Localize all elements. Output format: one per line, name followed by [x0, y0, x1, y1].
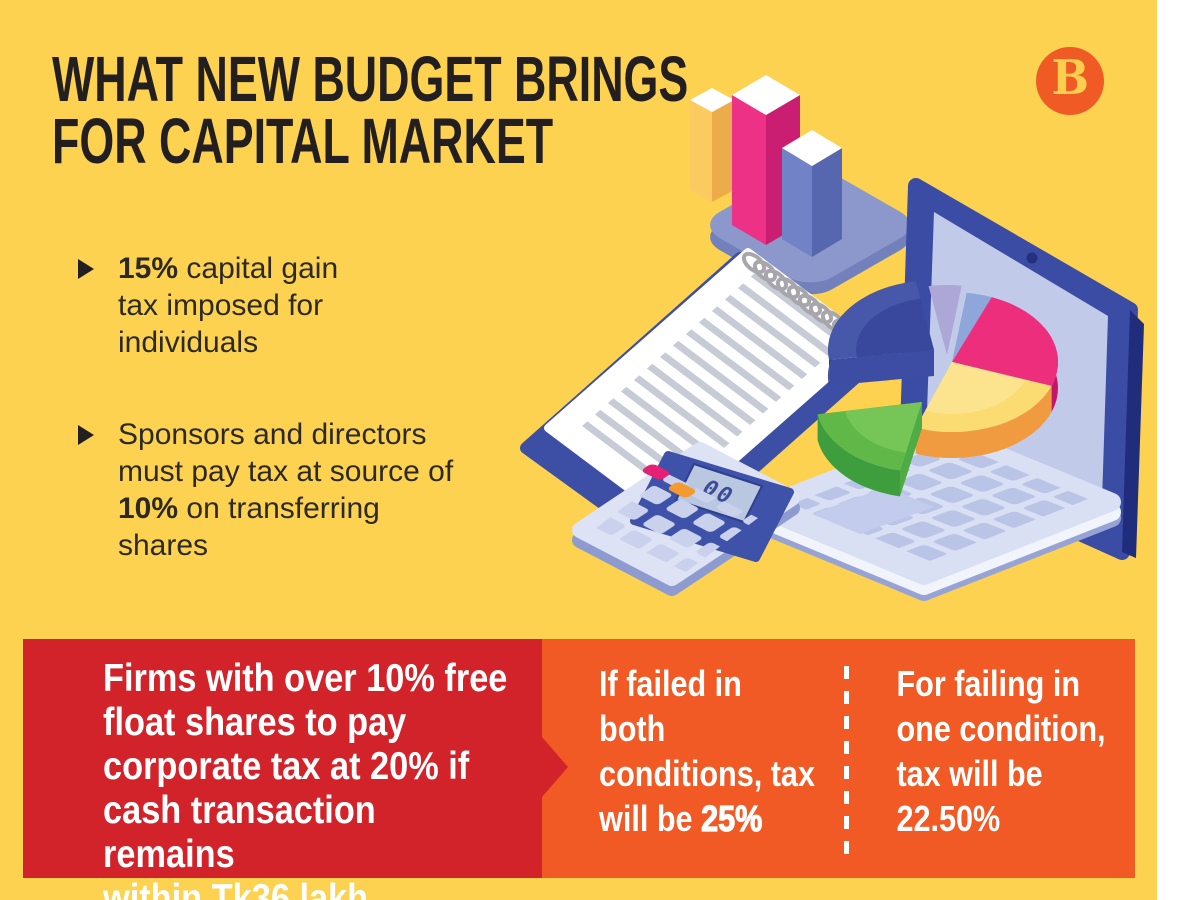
- bullet-line: individuals: [118, 326, 259, 359]
- bullet-sponsors-directors-tax: Sponsors and directors must pay tax at s…: [78, 416, 453, 564]
- bullet-arrow-icon: [78, 425, 94, 445]
- tbs-logo: B: [1036, 47, 1104, 115]
- bullet-line: 15% capital gain: [118, 252, 339, 285]
- tbs-monogram: B: [1051, 50, 1089, 106]
- bullet-line: Sponsors and directors: [118, 418, 427, 451]
- bullet-capital-gain-tax: 15% capital gain tax imposed for individ…: [78, 250, 338, 361]
- red-box-line: corporate tax at 20% if: [103, 745, 470, 788]
- red-box-line: Firms with over 10% free: [103, 657, 508, 700]
- red-box-line: float shares to pay: [103, 701, 407, 744]
- bullet-line: 10% on transferring: [118, 492, 380, 525]
- page-title: WHAT NEW BUDGET BRINGS FOR CAPITAL MARKE…: [52, 43, 961, 177]
- red-corporate-tax-box: Firms with over 10% free float shares to…: [23, 639, 542, 900]
- orange-conditions-box: [542, 639, 1135, 878]
- tax-rate-25: 25%: [701, 797, 763, 839]
- red-box-line: within Tk36 lakh: [103, 877, 369, 900]
- tax-rate-2250: 22.50%: [896, 798, 1001, 839]
- title-line-2: FOR CAPITAL MARKET: [52, 105, 554, 177]
- red-arrow-pointer: [542, 737, 568, 797]
- bullet-line: must pay tax at source of: [118, 455, 454, 488]
- bullet-arrow-icon: [78, 259, 94, 279]
- failed-both-conditions-text: If failed in both conditions, tax will b…: [599, 663, 815, 840]
- title-line-1: WHAT NEW BUDGET BRINGS: [52, 43, 689, 115]
- bullet-line: tax imposed for: [118, 289, 324, 322]
- bullet-line: shares: [118, 529, 209, 562]
- dashed-divider: [844, 666, 849, 864]
- failed-one-condition-text: For failing in one condition, tax will b…: [896, 663, 1106, 839]
- red-box-line: cash transaction remains: [103, 789, 376, 876]
